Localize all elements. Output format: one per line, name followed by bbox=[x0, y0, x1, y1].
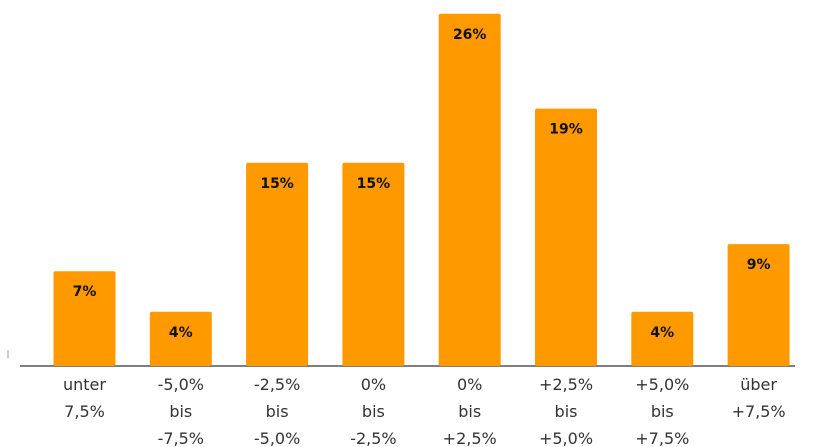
x-tick-line: unter bbox=[63, 375, 106, 394]
data-label-4: 26% bbox=[453, 27, 487, 43]
data-label-0: 7% bbox=[73, 284, 97, 300]
x-tick-line: bis bbox=[651, 402, 674, 421]
x-tick-line: +2,5% bbox=[443, 429, 497, 447]
x-tick-line: bis bbox=[458, 402, 481, 421]
x-tick-line: -5,0% bbox=[254, 429, 300, 447]
bar-6 bbox=[631, 311, 694, 366]
data-label-5: 19% bbox=[549, 122, 583, 138]
x-tick-line: bis bbox=[555, 402, 578, 421]
bars-group bbox=[53, 13, 790, 367]
data-label-6: 4% bbox=[650, 325, 674, 341]
x-tick-line: über bbox=[740, 375, 777, 394]
x-tick-line: bis bbox=[362, 402, 385, 421]
x-tick-line: -2,5% bbox=[350, 429, 396, 447]
bar-4 bbox=[438, 13, 501, 367]
x-tick-labels-group: unter 7,5% -5,0% bis -7,5% -2,5% bis -5,0% 0% bis… bbox=[63, 375, 786, 447]
x-tick-line: +2,5% bbox=[539, 375, 593, 394]
bar-0 bbox=[53, 271, 116, 366]
bar-2 bbox=[246, 162, 309, 366]
bar-1 bbox=[149, 311, 212, 366]
x-tick-line: +5,0% bbox=[539, 429, 593, 447]
x-tick-line: +7,5% bbox=[732, 402, 786, 421]
x-tick-line: -5,0% bbox=[158, 375, 204, 394]
x-tick-line: bis bbox=[169, 402, 192, 421]
data-label-1: 4% bbox=[169, 325, 193, 341]
x-tick-label-0: unter 7,5% bbox=[63, 375, 106, 421]
bar-5 bbox=[535, 108, 597, 366]
data-label-7: 9% bbox=[747, 257, 771, 273]
bar-7 bbox=[727, 244, 790, 366]
x-tick-label-1: -5,0% bis -7,5% bbox=[158, 375, 204, 447]
x-tick-line: bis bbox=[266, 402, 289, 421]
x-tick-line: +5,0% bbox=[635, 375, 689, 394]
data-label-2: 15% bbox=[260, 176, 294, 192]
x-tick-line: 0% bbox=[361, 375, 386, 394]
x-tick-label-4: 0% bis +2,5% bbox=[443, 375, 497, 447]
x-tick-line: +7,5% bbox=[635, 429, 689, 447]
x-tick-label-5: +2,5% bis +5,0% bbox=[539, 375, 593, 447]
x-tick-line: 7,5% bbox=[64, 402, 105, 421]
x-tick-label-3: 0% bis -2,5% bbox=[350, 375, 396, 447]
data-label-3: 15% bbox=[357, 176, 391, 192]
x-tick-label-7: über +7,5% bbox=[732, 375, 786, 421]
x-tick-label-2: -2,5% bis -5,0% bbox=[254, 375, 300, 447]
x-tick-label-6: +5,0% bis +7,5% bbox=[635, 375, 689, 447]
x-tick-line: -2,5% bbox=[254, 375, 300, 394]
x-tick-line: -7,5% bbox=[158, 429, 204, 447]
x-tick-line: 0% bbox=[457, 375, 482, 394]
data-labels-group: 7% 4% 15% 15% 26% 19% 4% 9% bbox=[73, 27, 771, 341]
bar-3 bbox=[342, 162, 405, 366]
